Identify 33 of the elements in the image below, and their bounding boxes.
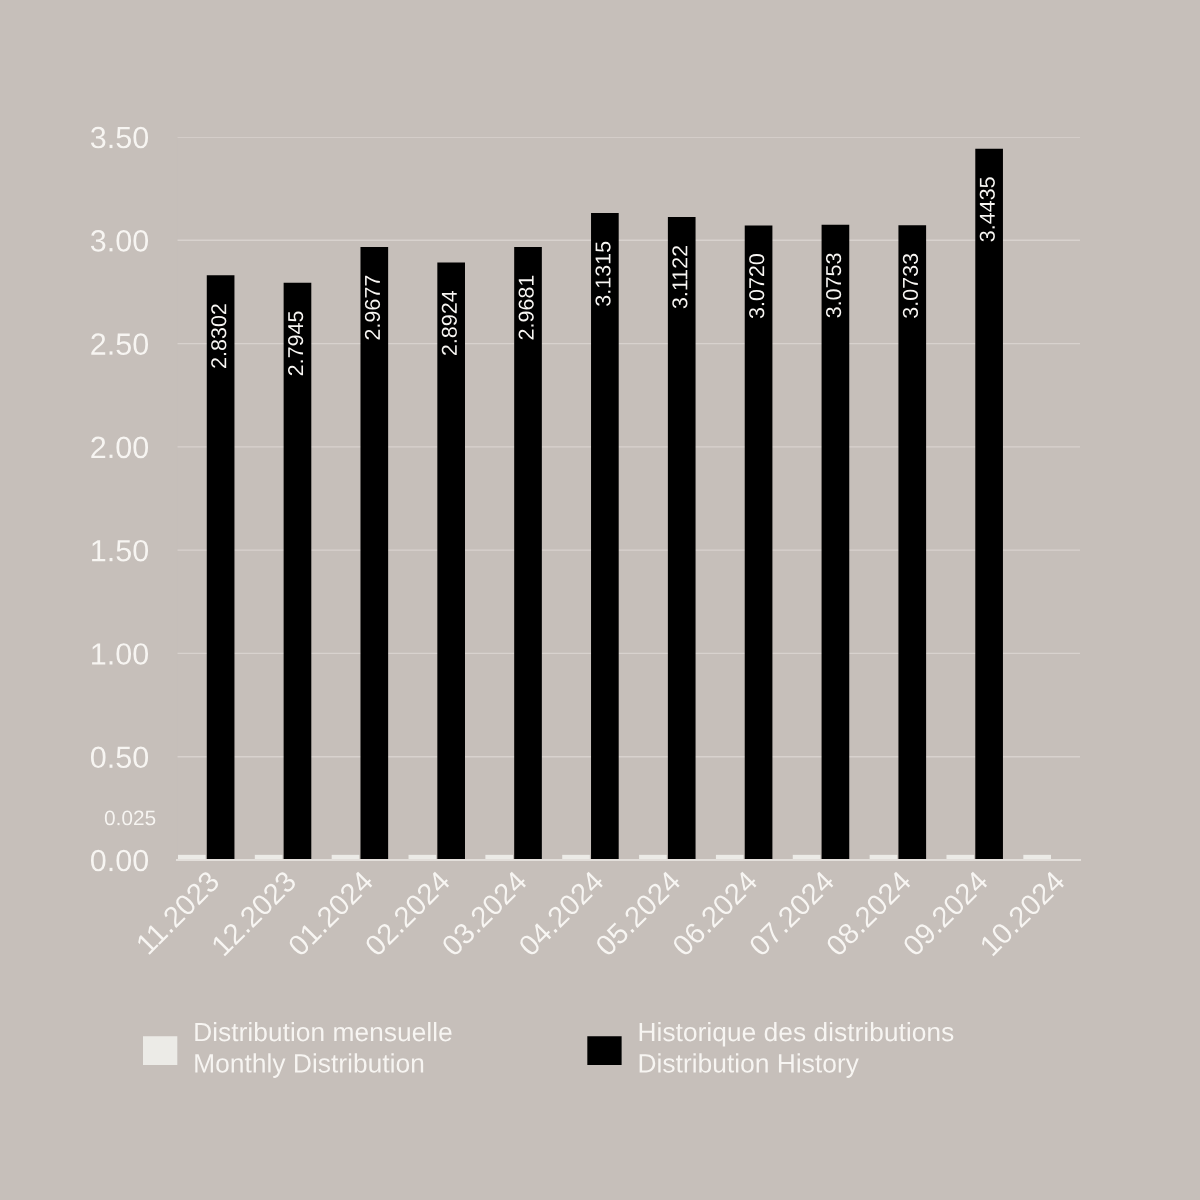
bar bbox=[360, 246, 389, 860]
bar bbox=[206, 275, 235, 860]
bar bbox=[821, 224, 850, 860]
data-label: 3.4435 bbox=[979, 177, 995, 242]
y-tick-label: 2.00 bbox=[91, 436, 149, 459]
text: 0.025 bbox=[104, 810, 156, 826]
data-label: 3.1315 bbox=[595, 241, 611, 306]
bar bbox=[514, 246, 542, 860]
y-tick-label: 0.00 bbox=[90, 849, 149, 872]
y-tick-label: 1.50 bbox=[92, 539, 149, 562]
bar bbox=[975, 148, 1003, 860]
bar bbox=[591, 213, 619, 860]
data-label: 2.9677 bbox=[364, 275, 381, 340]
legend-label: Distribution mensuelle Monthly Distribution bbox=[195, 1022, 452, 1078]
y-tick-label: 1.00 bbox=[92, 643, 149, 665]
data-label: 2.7945 bbox=[288, 311, 304, 376]
bar bbox=[667, 217, 696, 860]
bar bbox=[283, 282, 312, 860]
bar bbox=[437, 262, 465, 860]
legend-label: Historique des distributions Distribution History bbox=[639, 1022, 954, 1078]
y-tick-label: 3.00 bbox=[90, 230, 149, 252]
data-label: 3.0733 bbox=[902, 253, 919, 318]
data-label: 3.1122 bbox=[672, 245, 688, 309]
data-label: 2.9681 bbox=[518, 275, 534, 340]
data-label: 3.0720 bbox=[749, 254, 765, 319]
bar bbox=[898, 225, 927, 860]
data-label: 2.8924 bbox=[441, 290, 457, 356]
data-label: 2.8302 bbox=[211, 304, 227, 368]
y-tick-label: 2.50 bbox=[91, 333, 149, 355]
y-tick-label: 0.50 bbox=[90, 746, 149, 769]
bar bbox=[744, 225, 773, 860]
data-label: 3.0753 bbox=[825, 253, 842, 318]
y-tick-label: 3.50 bbox=[90, 126, 149, 149]
